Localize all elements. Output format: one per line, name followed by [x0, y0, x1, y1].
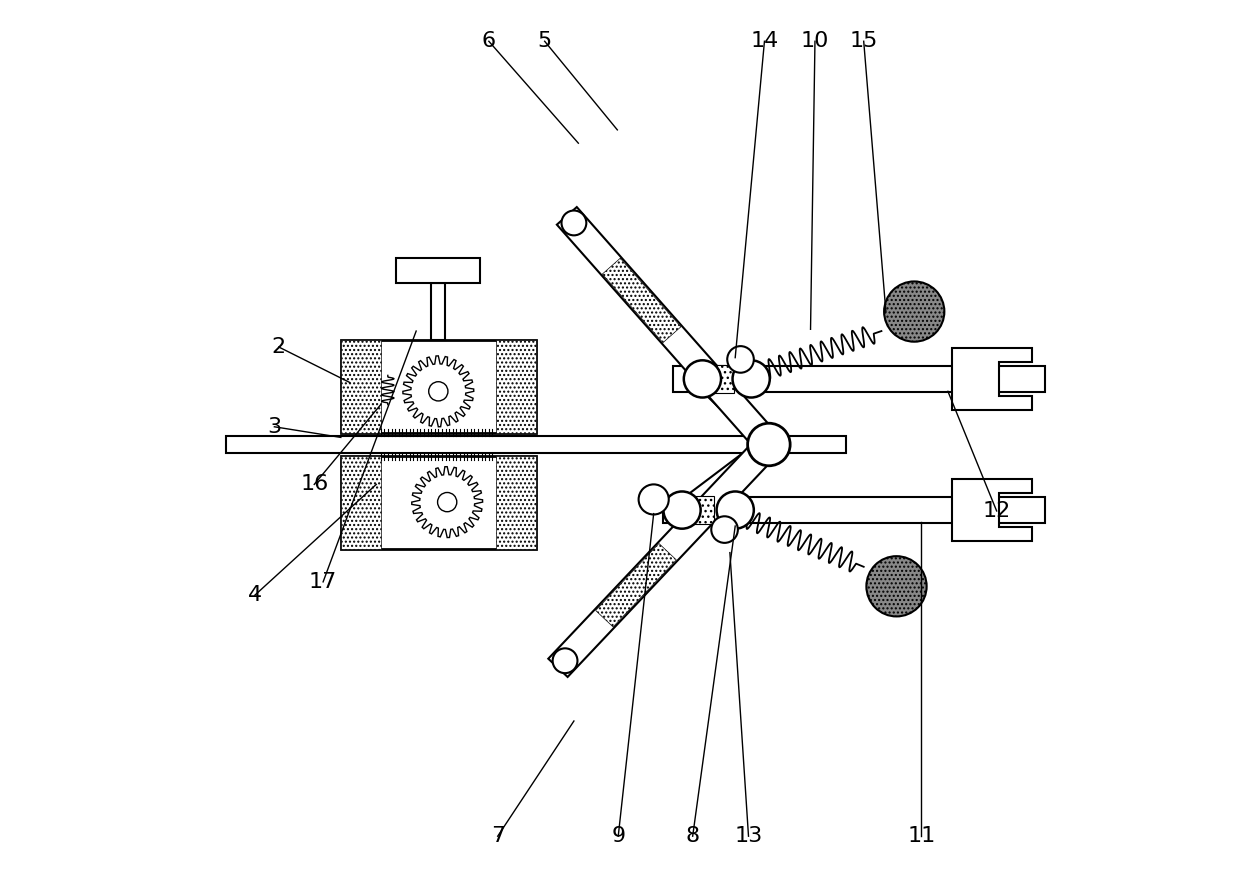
Circle shape	[727, 346, 754, 372]
Bar	[226, 436, 846, 453]
Circle shape	[553, 648, 578, 673]
Circle shape	[639, 485, 668, 515]
Text: 10: 10	[801, 31, 830, 52]
Bar	[397, 258, 480, 283]
Text: 7: 7	[491, 826, 505, 846]
Text: 16: 16	[300, 475, 329, 494]
Text: 12: 12	[982, 501, 1011, 521]
Polygon shape	[557, 207, 779, 453]
Text: 13: 13	[734, 826, 763, 846]
Circle shape	[867, 557, 926, 616]
Bar	[341, 340, 536, 434]
Circle shape	[712, 517, 738, 543]
Polygon shape	[677, 437, 774, 517]
Circle shape	[748, 423, 790, 466]
Bar	[662, 497, 1045, 524]
Polygon shape	[952, 348, 1032, 410]
Bar	[432, 283, 445, 340]
Circle shape	[663, 492, 701, 529]
Text: 9: 9	[611, 826, 625, 846]
Text: 4: 4	[248, 585, 262, 605]
Circle shape	[562, 211, 587, 236]
Polygon shape	[548, 436, 779, 677]
Text: 2: 2	[272, 337, 286, 357]
Bar	[673, 365, 1045, 392]
Circle shape	[733, 360, 770, 397]
Polygon shape	[696, 372, 775, 451]
Polygon shape	[603, 258, 681, 342]
Text: 14: 14	[750, 31, 779, 52]
Circle shape	[884, 282, 945, 341]
Bar	[341, 455, 536, 549]
Bar	[687, 496, 714, 525]
Bar	[708, 364, 734, 393]
Bar	[496, 340, 536, 434]
Text: 17: 17	[309, 572, 337, 592]
Polygon shape	[595, 543, 676, 627]
Bar	[496, 455, 536, 549]
Circle shape	[717, 492, 754, 529]
Text: 15: 15	[849, 31, 878, 52]
Text: 11: 11	[908, 826, 935, 846]
Polygon shape	[952, 479, 1032, 541]
Text: 3: 3	[268, 417, 281, 436]
Bar	[341, 340, 381, 434]
Text: 5: 5	[538, 31, 552, 52]
Bar	[341, 455, 381, 549]
Text: 8: 8	[686, 826, 699, 846]
Text: 6: 6	[482, 31, 496, 52]
Circle shape	[683, 360, 720, 397]
